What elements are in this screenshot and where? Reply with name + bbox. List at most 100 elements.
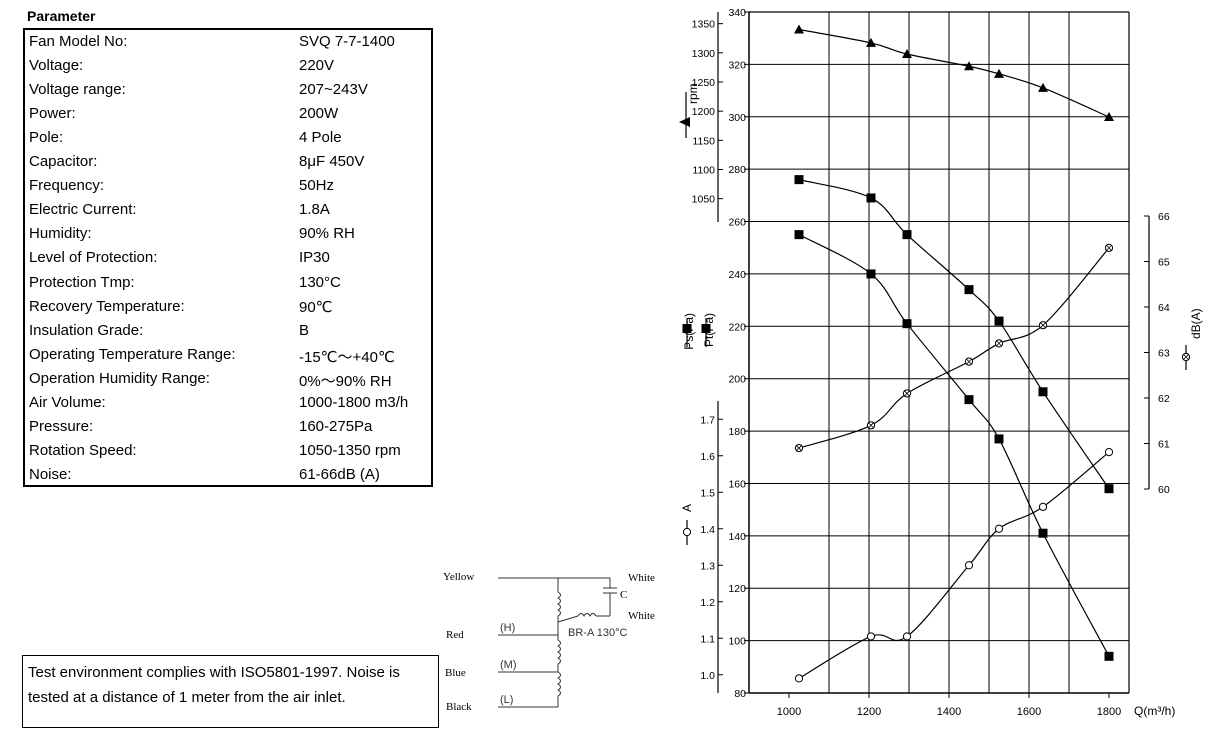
parameter-row: Level of Protection: IP30 xyxy=(25,246,431,270)
data-point-pt xyxy=(994,316,1004,326)
wiring-diagram: Yellow Red Blue Black White White C BR-A… xyxy=(443,571,655,713)
data-point-pt xyxy=(866,193,876,203)
x-tick-label: 1600 xyxy=(1017,706,1041,718)
noise-axis-label: dB(A) xyxy=(1189,308,1203,339)
tap-l-label: (L) xyxy=(500,694,513,706)
x-tick-label: 1000 xyxy=(777,706,801,718)
pressure-tick-label: 120 xyxy=(728,583,746,595)
noise-legend-marker-cross xyxy=(1182,353,1190,361)
data-point-pt xyxy=(964,285,974,295)
current-tick-label: 1.7 xyxy=(700,414,715,426)
pressure-tick-label: 80 xyxy=(734,688,746,700)
tap-m-label: (M) xyxy=(500,659,517,671)
parameter-value: -15℃～+40℃ xyxy=(299,348,395,366)
data-point-current xyxy=(1038,502,1048,511)
parameter-label: Protection Tmp: xyxy=(29,273,135,291)
pressure-tick-label: 160 xyxy=(728,478,746,490)
parameter-value: 1050-1350 rpm xyxy=(299,441,401,459)
data-point-rpm xyxy=(902,49,912,58)
data-point-noise-cross xyxy=(995,340,1003,347)
parameter-row: Frequency: 50Hz xyxy=(25,174,431,198)
current-axis-label: A xyxy=(680,504,694,512)
data-point-ps xyxy=(902,319,912,329)
parameter-label: Operating Temperature Range: xyxy=(29,345,236,363)
parameter-row: Rotation Speed: 1050-1350 rpm xyxy=(25,439,431,463)
pressure-tick-label: 240 xyxy=(728,269,746,281)
noise-tick-label: 63 xyxy=(1158,348,1170,360)
data-point-pt xyxy=(1104,484,1114,494)
noise-tick-label: 61 xyxy=(1158,439,1170,451)
parameter-value: 61-66dB (A) xyxy=(299,465,380,483)
series-line-rpm xyxy=(798,28,1110,118)
tap-h-label: (H) xyxy=(500,622,515,634)
parameter-value: 50Hz xyxy=(299,177,335,195)
parameter-row: Protection Tmp: 130°C xyxy=(25,271,431,295)
parameter-row: Electric Current: 1.8A xyxy=(25,198,431,222)
parameter-value: SVQ 7-7-1400 xyxy=(299,33,395,50)
rpm-legend-marker xyxy=(679,117,690,127)
parameter-row: Fan Model No: SVQ 7-7-1400 xyxy=(25,30,431,54)
pressure-tick-label: 180 xyxy=(728,426,746,438)
data-point-ps xyxy=(1104,651,1114,661)
wire-blue-label: Blue xyxy=(445,667,466,679)
data-point-current xyxy=(794,674,804,683)
data-point-current xyxy=(994,524,1004,533)
data-point-noise-cross xyxy=(867,422,875,429)
current-tick-label: 1.5 xyxy=(700,487,715,499)
data-point-rpm xyxy=(866,37,876,47)
noise-tick-label: 64 xyxy=(1158,302,1170,314)
parameter-value: 220V xyxy=(299,57,335,75)
rpm-tick-label: 1150 xyxy=(692,135,715,147)
ps-axis-label: Ps(Pa) xyxy=(682,313,696,350)
parameter-value: 130°C xyxy=(299,273,341,291)
current-tick-label: 1.6 xyxy=(700,451,715,463)
thermal-protector-label: BR-A 130°C xyxy=(568,627,627,639)
parameter-label: Power: xyxy=(29,105,76,123)
data-point-rpm xyxy=(794,24,804,34)
parameter-row: Recovery Temperature: 90℃ xyxy=(25,295,431,319)
parameter-label: Humidity: xyxy=(29,225,92,243)
pressure-tick-label: 280 xyxy=(728,164,746,176)
data-point-noise-cross xyxy=(795,444,803,452)
parameter-label: Insulation Grade: xyxy=(29,321,144,339)
x-tick-label: 1200 xyxy=(857,706,881,718)
x-axis-label: Q(m³/h) xyxy=(1134,704,1175,718)
parameter-row: Voltage: 220V xyxy=(25,54,431,78)
parameter-value: 160-275Pa xyxy=(299,417,373,435)
pt-axis-label: Pt(Pa) xyxy=(702,313,716,347)
parameter-row: Humidity: 90% RH xyxy=(25,222,431,246)
parameter-row: Voltage range: 207~243V xyxy=(25,78,431,102)
data-point-current xyxy=(902,632,912,641)
data-point-noise-cross xyxy=(965,358,973,365)
parameter-value: 207~243V xyxy=(299,81,368,99)
noise-tick-label: 60 xyxy=(1158,484,1170,496)
parameter-value: 4 Pole xyxy=(299,129,342,147)
wire-white-bottom-label: White xyxy=(628,610,655,622)
rpm-tick-label: 1200 xyxy=(692,106,716,118)
current-tick-label: 1.0 xyxy=(700,670,715,682)
test-note: Test environment complies with ISO5801-1… xyxy=(22,655,439,728)
data-point-ps xyxy=(1038,528,1048,538)
pt-legend-marker xyxy=(701,324,711,333)
data-point-pt xyxy=(1038,387,1048,397)
data-point-rpm xyxy=(994,68,1004,78)
rpm-tick-label: 1050 xyxy=(692,194,716,206)
rpm-tick-label: 1350 xyxy=(692,19,716,31)
pressure-tick-label: 140 xyxy=(728,531,746,543)
rpm-tick-label: 1250 xyxy=(692,77,716,89)
parameter-label: Electric Current: xyxy=(29,201,137,219)
parameter-label: Pressure: xyxy=(29,417,94,435)
current-tick-label: 1.1 xyxy=(700,633,715,645)
series-line-pt xyxy=(798,179,1110,490)
data-point-noise-cross xyxy=(1039,321,1047,329)
parameter-row: Operating Temperature Range: -15℃～+40℃ xyxy=(25,343,431,367)
noise-tick-label: 66 xyxy=(1158,211,1170,223)
data-point-noise-cross xyxy=(903,390,911,397)
series-line-noise xyxy=(798,247,1110,449)
series-line-current xyxy=(798,451,1110,679)
parameter-value: 200W xyxy=(299,105,339,123)
pressure-tick-label: 220 xyxy=(728,321,746,333)
rpm-tick-label: 1300 xyxy=(692,48,716,60)
parameter-label: Operation Humidity Range: xyxy=(29,369,210,387)
parameter-row: Capacitor: 8μF 450V xyxy=(25,150,431,174)
